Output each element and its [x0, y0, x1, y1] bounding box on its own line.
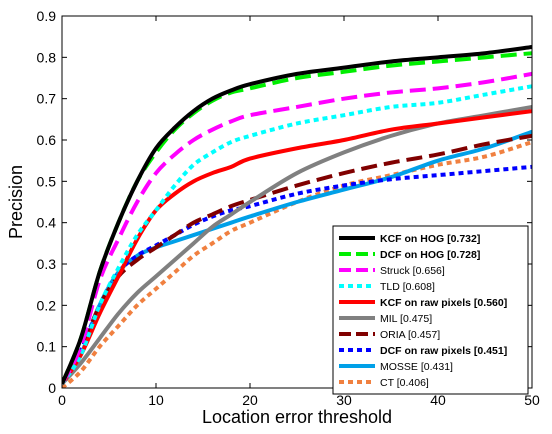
legend-label: MIL [0.475] — [380, 313, 432, 325]
series-line-6 — [62, 133, 532, 385]
series-line-4 — [62, 109, 532, 385]
plot-frame — [61, 15, 533, 389]
y-tick-label: 0.9 — [37, 8, 57, 24]
x-tick-label: 20 — [242, 392, 258, 408]
legend-label: MOSSE [0.431] — [380, 361, 453, 373]
legend-label: TLD [0.608] — [380, 281, 435, 293]
x-axis-title: Location error threshold — [202, 407, 392, 427]
y-tick-label: 0.5 — [37, 173, 57, 189]
legend-label: DCF on HOG [0.728] — [380, 249, 480, 261]
y-axis-title: Precision — [6, 165, 26, 239]
legend-label: ORIA [0.457] — [380, 329, 440, 341]
legend-label: KCF on raw pixels [0.560] — [380, 297, 507, 309]
legend-label: Struck [0.656] — [380, 265, 445, 277]
legend-label: CT [0.406] — [380, 377, 429, 389]
series-line-3 — [62, 84, 532, 385]
series-line-0 — [62, 45, 532, 385]
series-line-2 — [62, 71, 532, 385]
y-tick-label: 0.3 — [37, 256, 57, 272]
series-layer — [62, 45, 532, 388]
y-tick-label: 0.2 — [37, 297, 57, 313]
y-tick-label: 0.1 — [37, 339, 57, 355]
y-tick-label: 0.4 — [37, 215, 57, 231]
y-tick-label: 0 — [48, 380, 56, 396]
legend-label: KCF on HOG [0.732] — [380, 233, 480, 245]
legend-label: DCF on raw pixels [0.451] — [380, 345, 507, 357]
x-tick-label: 30 — [336, 392, 352, 408]
legend: KCF on HOG [0.732] DCF on HOG [0.728] Stru… — [332, 225, 529, 395]
x-tick-label: 0 — [58, 392, 66, 408]
y-tick-label: 0.7 — [37, 91, 57, 107]
y-tick-label: 0.6 — [37, 132, 57, 148]
x-tick-label: 10 — [148, 392, 164, 408]
x-tick-label: 50 — [524, 392, 540, 408]
y-tick-label: 0.8 — [37, 49, 57, 65]
x-tick-label: 40 — [430, 392, 446, 408]
series-line-5 — [62, 104, 532, 386]
